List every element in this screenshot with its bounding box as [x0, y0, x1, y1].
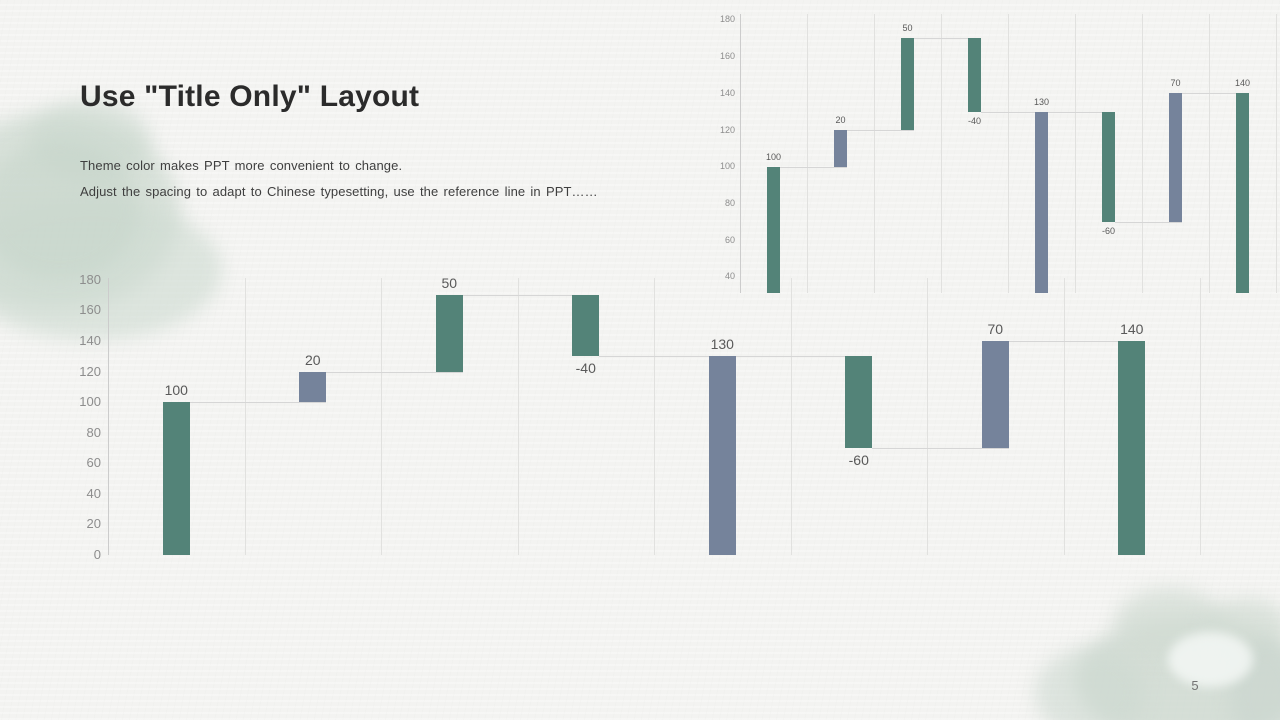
bar-data-label: 70 — [1170, 78, 1181, 89]
bar-data-label: 130 — [1033, 96, 1050, 107]
category-gridline — [1142, 14, 1143, 293]
waterfall-connector — [189, 402, 327, 404]
y-axis-tick-label: 160 — [719, 51, 735, 62]
waterfall-bar[interactable] — [572, 295, 600, 357]
category-gridline — [1200, 278, 1201, 555]
bar-data-label: 100 — [765, 151, 782, 162]
y-axis-tick-label: 140 — [79, 333, 101, 349]
body-line: Theme color makes PPT more convenient to… — [80, 158, 403, 173]
y-axis-tick-label: 160 — [79, 302, 101, 318]
waterfall-connector — [914, 38, 981, 40]
bar-data-label: 50 — [902, 23, 913, 34]
waterfall-connector — [462, 295, 600, 297]
main-waterfall-chart[interactable]: 180 160 140 120 100 80 60 40 20 0 100 20 50 -40 130 -60… — [0, 260, 1280, 600]
body-text-block: Theme color makes PPT more convenient to… — [80, 158, 598, 210]
bar-data-label: 50 — [441, 275, 458, 292]
waterfall-connector — [1048, 111, 1115, 113]
y-axis-line — [108, 278, 109, 555]
waterfall-connector — [326, 371, 463, 373]
y-axis-tick-label: 60 — [86, 455, 101, 471]
y-axis-tick-label: 80 — [86, 424, 101, 440]
y-axis-tick-label: 140 — [719, 87, 735, 98]
bar-data-label: 70 — [987, 321, 1004, 338]
category-gridline — [807, 14, 808, 293]
watercolor-shape — [30, 100, 150, 180]
watercolor-shape — [0, 140, 140, 280]
y-axis-tick-label: 100 — [79, 394, 101, 410]
category-gridline — [1063, 278, 1065, 555]
y-axis-tick-label: 120 — [719, 124, 735, 135]
bar-data-label: -40 — [967, 115, 981, 126]
bar-data-label: -40 — [575, 360, 596, 377]
watercolor-shape — [0, 200, 222, 340]
waterfall-connector — [599, 356, 736, 358]
bar-data-label: 20 — [835, 115, 846, 126]
y-axis-tick-label: 40 — [86, 485, 101, 501]
category-gridline — [790, 278, 792, 555]
y-axis-tick-label: 40 — [724, 271, 735, 282]
y-axis-line — [740, 14, 741, 293]
y-axis-tick-label: 120 — [79, 363, 101, 379]
waterfall-bar[interactable] — [981, 341, 1009, 449]
y-axis-tick-label: 180 — [719, 14, 735, 25]
waterfall-bar[interactable] — [1236, 93, 1249, 293]
category-gridline — [1209, 14, 1210, 293]
y-axis-tick-label: 80 — [724, 197, 735, 208]
waterfall-connector — [1008, 341, 1146, 343]
page-number: 5 — [1191, 678, 1199, 693]
waterfall-bar[interactable] — [834, 130, 847, 167]
waterfall-connector — [1182, 93, 1249, 95]
category-gridline — [1075, 14, 1076, 293]
y-axis-tick-label: 60 — [724, 234, 735, 245]
waterfall-connector — [872, 448, 1009, 450]
category-gridline — [927, 278, 928, 555]
waterfall-bar[interactable] — [1118, 341, 1146, 555]
watercolor-highlight — [1168, 632, 1253, 687]
waterfall-bar[interactable] — [845, 356, 873, 449]
bar-data-label: 100 — [164, 382, 188, 399]
waterfall-bar[interactable] — [162, 402, 190, 555]
category-gridline — [517, 278, 519, 555]
bar-data-label: 130 — [710, 336, 734, 353]
bar-data-label: 140 — [1120, 321, 1144, 338]
page-title: Use "Title Only" Layout — [80, 80, 420, 114]
category-gridline — [244, 278, 246, 555]
y-axis-tick-label: 180 — [79, 271, 101, 287]
waterfall-bar[interactable] — [968, 38, 981, 112]
waterfall-bar[interactable] — [767, 166, 780, 293]
waterfall-connector — [981, 111, 1048, 113]
waterfall-bar[interactable] — [1169, 93, 1182, 222]
category-gridline — [654, 278, 655, 555]
body-line: Adjust the spacing to adapt to Chinese t… — [80, 184, 598, 199]
bar-data-label: 140 — [1234, 78, 1251, 89]
waterfall-connector — [735, 356, 873, 358]
waterfall-bar[interactable] — [708, 356, 736, 555]
bar-data-label: -60 — [848, 452, 869, 469]
category-gridline — [941, 14, 942, 293]
bar-data-label: 20 — [304, 351, 321, 368]
category-gridline — [874, 14, 875, 293]
category-gridline — [1008, 14, 1009, 293]
waterfall-bar[interactable] — [435, 295, 463, 372]
waterfall-bar[interactable] — [901, 38, 914, 131]
watercolor-shape — [1035, 648, 1145, 720]
waterfall-bar[interactable] — [1035, 111, 1048, 293]
mini-waterfall-chart[interactable]: 180 160 140 120 100 80 60 40 100 20 50 -40 130 -60 70 1… — [710, 0, 1280, 293]
y-axis-tick-label: 20 — [86, 516, 101, 532]
waterfall-connector — [780, 166, 847, 168]
waterfall-bar[interactable] — [299, 371, 327, 403]
waterfall-connector — [1115, 221, 1182, 223]
category-gridline — [381, 278, 382, 555]
bar-data-label: -60 — [1101, 225, 1115, 236]
waterfall-bar[interactable] — [1102, 111, 1115, 222]
category-gridline — [1276, 14, 1277, 293]
y-axis-tick-label: 0 — [93, 546, 101, 562]
waterfall-connector — [847, 130, 914, 132]
y-axis-tick-label: 100 — [719, 161, 735, 172]
